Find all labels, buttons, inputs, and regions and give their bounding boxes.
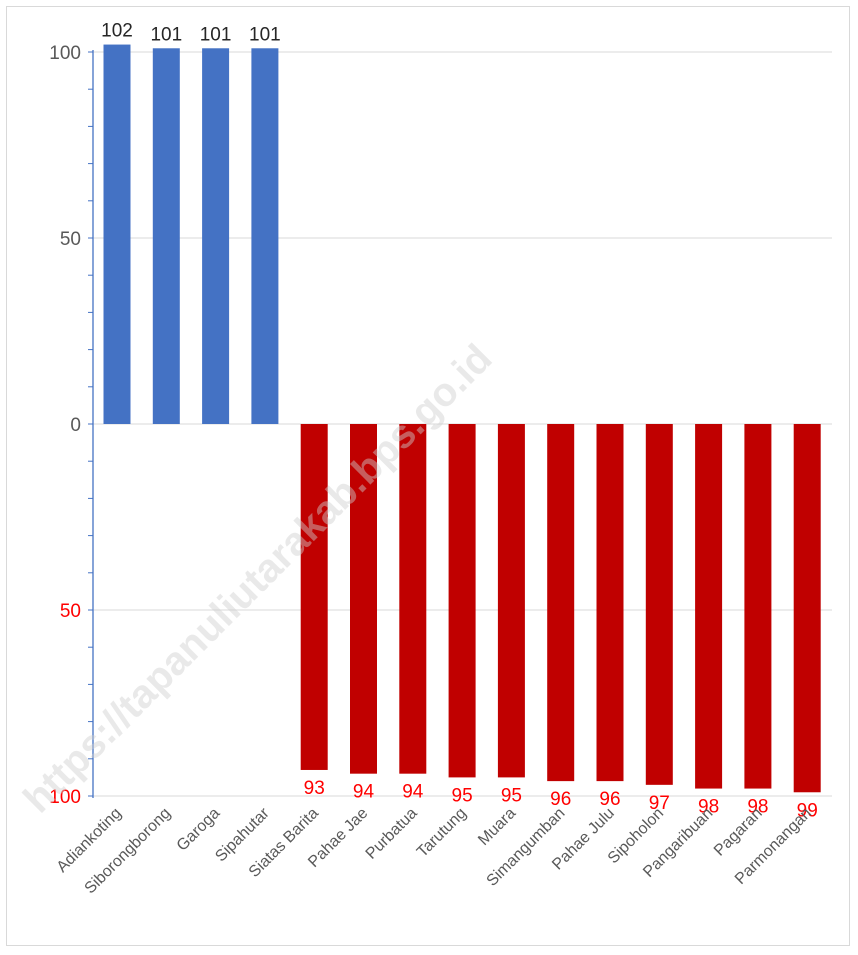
data-label: 99 — [797, 800, 818, 821]
data-label: 102 — [101, 21, 133, 42]
bar-garoga — [202, 48, 230, 424]
bar-pagaran — [744, 424, 772, 789]
category-label: Purbatua — [363, 805, 421, 863]
data-label: 94 — [402, 782, 424, 803]
bar-tarutung — [448, 424, 476, 778]
bar-simangumban — [547, 424, 575, 782]
y-tick-label: 0 — [70, 415, 81, 436]
bar-siborongborong — [152, 48, 180, 424]
bar-parmonangan — [793, 424, 821, 793]
bar-pangaribuan — [695, 424, 723, 789]
bar-sipahutar — [251, 48, 279, 424]
data-label: 96 — [550, 789, 571, 810]
data-label: 101 — [249, 24, 281, 45]
bars — [103, 44, 821, 793]
bar-adiankoting — [103, 44, 131, 425]
data-label: 101 — [200, 24, 232, 45]
y-axis: 100 50 0 50 100 — [49, 43, 94, 808]
data-label: 98 — [747, 797, 768, 818]
data-label: 95 — [452, 785, 473, 806]
bar-sipoholon — [645, 424, 673, 785]
bar-muara — [497, 424, 525, 778]
y-tick-label: 100 — [49, 787, 81, 808]
category-label: Tarutung — [414, 805, 470, 861]
category-label: Siborongborong — [82, 805, 175, 898]
bar-siatas-barita — [300, 424, 328, 770]
y-tick-label: 50 — [60, 229, 81, 250]
data-label: 97 — [649, 793, 670, 814]
data-label: 93 — [304, 778, 325, 799]
data-label: 98 — [698, 797, 719, 818]
bar-purbatua — [399, 424, 427, 774]
data-labels: 102 101 101 101 93 94 94 95 95 96 96 97 98 98 99 — [101, 21, 818, 822]
data-label: 95 — [501, 785, 522, 806]
chart-frame — [6, 6, 850, 946]
data-label: 96 — [599, 789, 620, 810]
bar-pahae-julu — [596, 424, 624, 782]
bar-pahae-jae — [350, 424, 377, 774]
data-label: 101 — [150, 24, 182, 45]
category-label: Muara — [475, 805, 519, 849]
data-label: 94 — [353, 782, 375, 803]
category-label: Garoga — [174, 805, 224, 855]
y-tick-label: 100 — [49, 43, 81, 64]
y-tick-label: 50 — [60, 601, 81, 622]
